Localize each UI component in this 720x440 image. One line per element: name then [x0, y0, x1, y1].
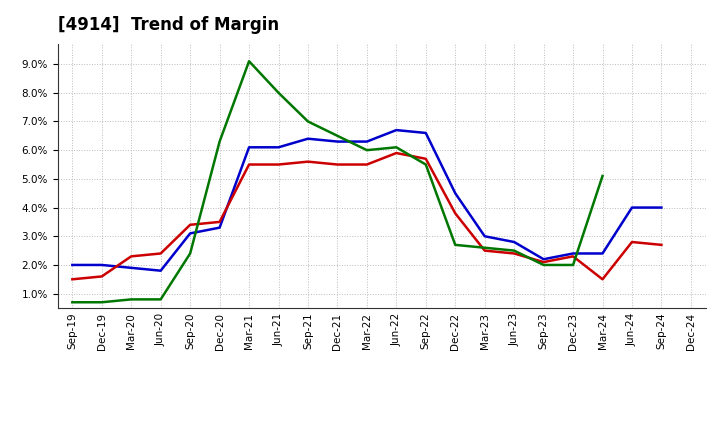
Net Income: [186, 222, 194, 227]
Operating Cashflow: [274, 90, 283, 95]
Net Income: [215, 219, 224, 224]
Line: Operating Cashflow: Operating Cashflow: [72, 61, 603, 302]
Net Income: [539, 260, 548, 265]
Ordinary Income: [97, 262, 106, 268]
Operating Cashflow: [215, 139, 224, 144]
Ordinary Income: [304, 136, 312, 141]
Ordinary Income: [628, 205, 636, 210]
Net Income: [127, 254, 135, 259]
Net Income: [480, 248, 489, 253]
Operating Cashflow: [510, 248, 518, 253]
Ordinary Income: [657, 205, 666, 210]
Operating Cashflow: [333, 133, 342, 139]
Ordinary Income: [421, 130, 430, 136]
Operating Cashflow: [421, 162, 430, 167]
Operating Cashflow: [304, 119, 312, 124]
Net Income: [569, 254, 577, 259]
Ordinary Income: [392, 128, 400, 133]
Operating Cashflow: [156, 297, 165, 302]
Net Income: [304, 159, 312, 164]
Text: [4914]  Trend of Margin: [4914] Trend of Margin: [58, 16, 279, 34]
Ordinary Income: [333, 139, 342, 144]
Line: Ordinary Income: Ordinary Income: [72, 130, 662, 271]
Net Income: [392, 150, 400, 156]
Ordinary Income: [156, 268, 165, 273]
Net Income: [451, 211, 459, 216]
Net Income: [363, 162, 372, 167]
Net Income: [421, 156, 430, 161]
Operating Cashflow: [97, 300, 106, 305]
Net Income: [657, 242, 666, 248]
Ordinary Income: [451, 191, 459, 196]
Ordinary Income: [186, 231, 194, 236]
Operating Cashflow: [480, 245, 489, 250]
Operating Cashflow: [451, 242, 459, 248]
Ordinary Income: [569, 251, 577, 256]
Net Income: [97, 274, 106, 279]
Ordinary Income: [127, 265, 135, 271]
Operating Cashflow: [539, 262, 548, 268]
Ordinary Income: [598, 251, 607, 256]
Ordinary Income: [539, 257, 548, 262]
Ordinary Income: [363, 139, 372, 144]
Net Income: [598, 277, 607, 282]
Net Income: [245, 162, 253, 167]
Net Income: [68, 277, 76, 282]
Operating Cashflow: [598, 173, 607, 179]
Net Income: [274, 162, 283, 167]
Line: Net Income: Net Income: [72, 153, 662, 279]
Net Income: [156, 251, 165, 256]
Net Income: [510, 251, 518, 256]
Operating Cashflow: [68, 300, 76, 305]
Ordinary Income: [245, 145, 253, 150]
Ordinary Income: [274, 145, 283, 150]
Operating Cashflow: [186, 251, 194, 256]
Ordinary Income: [215, 225, 224, 230]
Net Income: [333, 162, 342, 167]
Net Income: [628, 239, 636, 245]
Ordinary Income: [510, 239, 518, 245]
Operating Cashflow: [127, 297, 135, 302]
Operating Cashflow: [392, 145, 400, 150]
Operating Cashflow: [569, 262, 577, 268]
Ordinary Income: [480, 234, 489, 239]
Operating Cashflow: [363, 147, 372, 153]
Ordinary Income: [68, 262, 76, 268]
Operating Cashflow: [245, 59, 253, 64]
